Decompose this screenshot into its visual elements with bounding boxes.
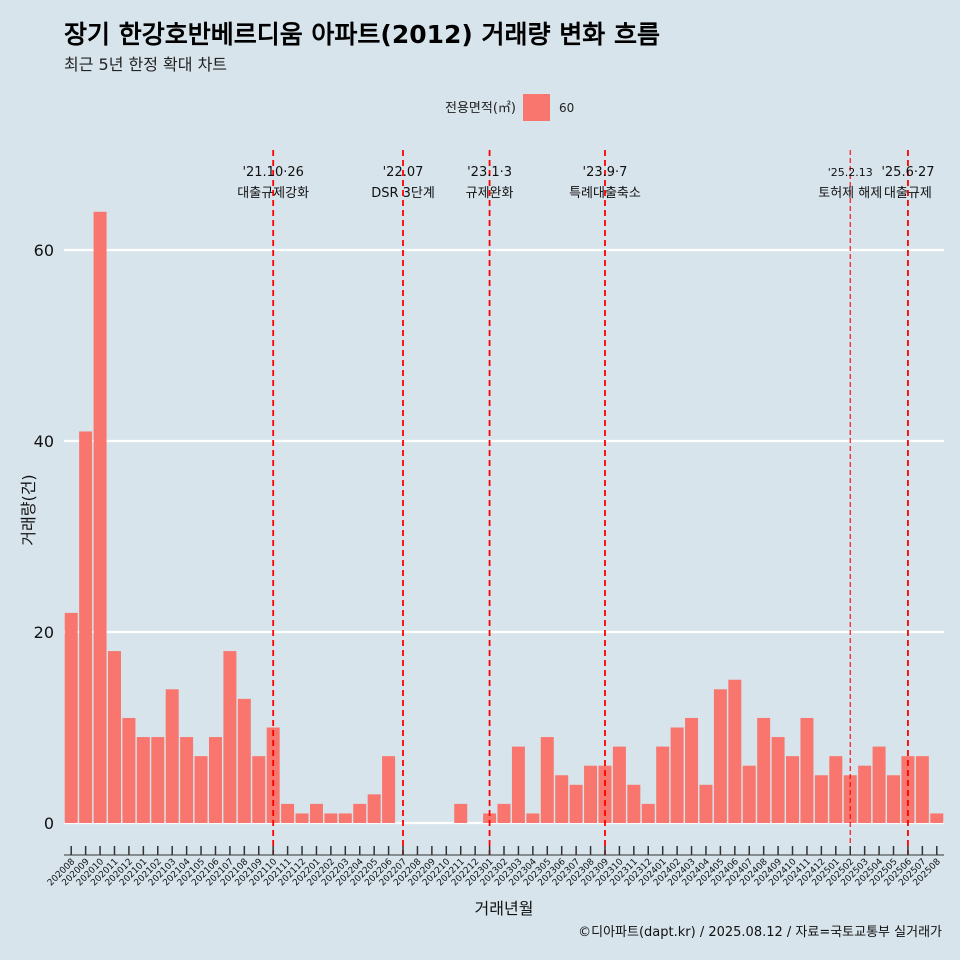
bar-202506	[901, 756, 915, 823]
bar-202308	[584, 765, 598, 823]
bar-202104	[180, 737, 194, 823]
bar-202112	[295, 813, 309, 823]
bar-202505	[887, 775, 900, 823]
legend: 전용면적(㎡) 60	[445, 94, 574, 121]
bar-202011	[108, 651, 121, 823]
bar-202405	[713, 689, 727, 823]
bar-202310	[612, 746, 626, 823]
bar-202412	[814, 775, 828, 823]
bar-202010	[93, 211, 107, 824]
bar-202211	[454, 803, 468, 823]
bar-202109	[252, 756, 266, 823]
bar-202311	[627, 784, 641, 823]
bar-202410	[786, 756, 800, 823]
bar-202201	[309, 803, 323, 823]
y-tick-label-0: 0	[44, 814, 54, 833]
y-axis-label: 거래량(건)	[19, 474, 38, 545]
bar-202406	[728, 679, 742, 823]
annotation-date-202502: '25.2.13	[828, 166, 873, 179]
bar-202202	[324, 813, 338, 823]
bar-202105	[194, 756, 208, 823]
annotation-label-202207: DSR 3단계	[371, 186, 435, 201]
bar-202206	[382, 756, 396, 823]
bar-202303	[511, 746, 525, 823]
annotation-label-202506: 대출규제	[884, 186, 932, 201]
bar-202204	[353, 803, 367, 823]
bar-202102	[151, 737, 165, 823]
bar-202111	[281, 803, 295, 823]
bar-202012	[122, 717, 136, 823]
legend-entry-60: 60	[559, 101, 574, 115]
bar-202008	[64, 612, 78, 823]
annotation-label-202502: 토허제 해제	[818, 186, 882, 201]
chart-subtitle: 최근 5년 한정 확대 차트	[64, 55, 227, 74]
bar-202401	[656, 746, 670, 823]
bar-202302	[497, 803, 511, 823]
bar-202106	[208, 737, 222, 823]
bar-202402	[670, 727, 684, 823]
bar-202411	[800, 717, 814, 823]
y-tick-label-40: 40	[34, 432, 54, 451]
annotation-date-202309: '23.9·7	[583, 165, 628, 180]
annotation-label-202301: 규제완화	[466, 186, 514, 201]
annotation-label-202309: 특례대출축소	[569, 186, 641, 201]
bar-202407	[742, 765, 756, 823]
bar-202408	[757, 717, 771, 823]
y-tick-label-60: 60	[34, 241, 54, 260]
bar-202305	[540, 737, 554, 823]
annotation-label-202110: 대출규제강화	[237, 186, 309, 201]
bar-202312	[641, 803, 655, 823]
bar-202009	[79, 431, 93, 823]
chart-title: 장기 한강호반베르디움 아파트(2012) 거래량 변화 흐름	[64, 20, 660, 49]
bar-202107	[223, 651, 237, 823]
annotation-date-202207: '22.07	[383, 165, 424, 180]
bar-202306	[555, 775, 569, 823]
bar-202301	[483, 813, 497, 823]
bar-202203	[338, 813, 352, 823]
bar-202404	[699, 784, 713, 823]
bar-202504	[872, 746, 886, 823]
bar-202101	[136, 737, 150, 823]
bar-202503	[858, 765, 872, 823]
bar-202508	[930, 813, 944, 823]
legend-title: 전용면적(㎡)	[445, 101, 516, 116]
x-axis-label: 거래년월	[475, 899, 534, 918]
bar-202108	[237, 698, 251, 823]
bar-202403	[685, 717, 699, 823]
annotation-date-202506: '25.6·27	[881, 165, 934, 180]
bar-202409	[771, 737, 785, 823]
annotation-date-202110: '21.10·26	[242, 165, 303, 180]
legend-swatch	[523, 94, 550, 121]
bar-202103	[165, 689, 179, 823]
bar-202501	[829, 756, 843, 823]
bar-202307	[569, 784, 583, 823]
bars	[64, 211, 944, 824]
bar-202507	[915, 756, 929, 823]
annotations: '21.10·26 대출규제강화 '22.07 DSR 3단계 '23.1·3 규제완화 '…	[237, 150, 935, 855]
y-axis: 0 20 40 60	[34, 241, 54, 833]
bar-202304	[526, 813, 540, 823]
annotation-date-202301: '23.1·3	[467, 165, 512, 180]
bar-202205	[367, 794, 381, 823]
y-tick-label-20: 20	[34, 623, 54, 642]
caption: ©디아파트(dapt.kr) / 2025.08.12 / 자료=국토교통부 실…	[578, 925, 942, 940]
x-axis: 2020082020092020102020112020122021012021…	[46, 846, 944, 888]
